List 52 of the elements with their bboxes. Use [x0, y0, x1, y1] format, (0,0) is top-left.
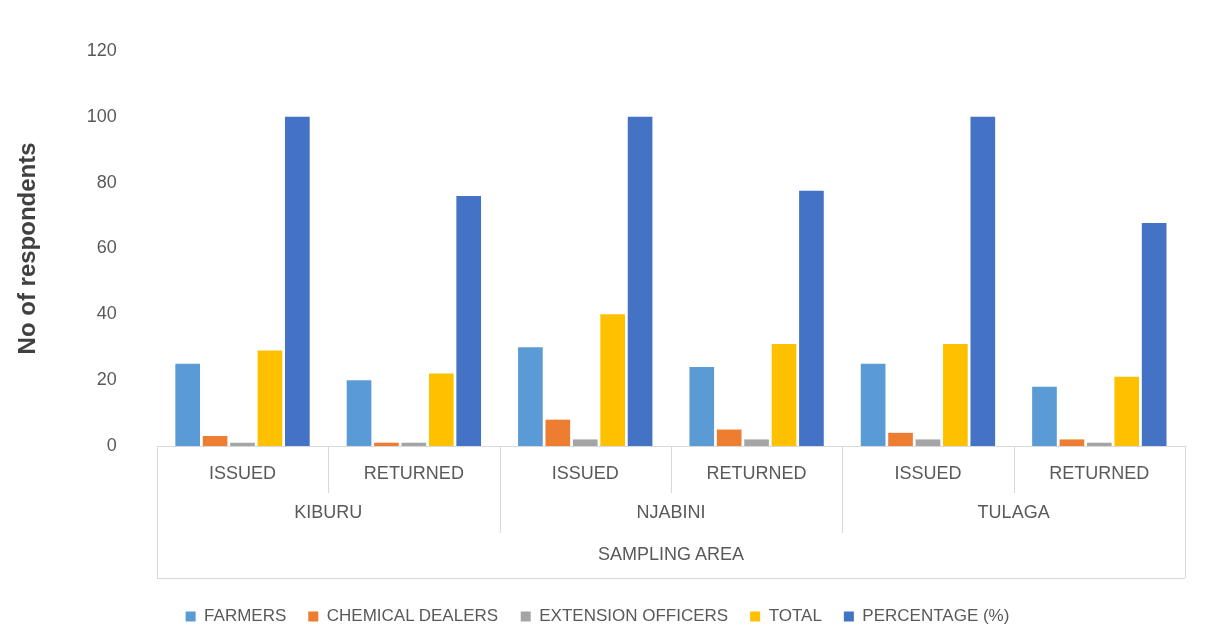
bar — [545, 419, 571, 446]
x-tick-label: RETURNED — [1049, 462, 1150, 483]
legend-label: FARMERS — [204, 606, 287, 626]
text: NJABINI — [636, 501, 706, 522]
bar — [860, 363, 886, 446]
bar — [230, 442, 255, 446]
bar — [915, 439, 941, 446]
y-tick-label: 0 — [106, 434, 117, 455]
bar — [970, 116, 996, 446]
bar — [888, 432, 913, 446]
bar — [175, 363, 201, 446]
bar — [600, 314, 625, 446]
bar — [689, 366, 715, 446]
bar — [1114, 376, 1140, 446]
bar — [346, 380, 372, 446]
bar — [1032, 386, 1057, 446]
y-tick-label: 80 — [96, 171, 117, 192]
x-axis-title: SAMPLING AREA — [597, 543, 744, 564]
bar — [202, 436, 228, 446]
bar — [374, 442, 399, 446]
legend-label: PERCENTAGE (%) — [862, 606, 1010, 626]
bar — [943, 343, 968, 446]
text: TULAGA — [977, 501, 1050, 522]
y-tick-label: 20 — [96, 369, 117, 390]
legend-label: TOTAL — [768, 606, 822, 626]
bar — [771, 343, 797, 446]
text: KIBURU — [294, 501, 363, 522]
legend-label: EXTENSION OFFICERS — [539, 606, 729, 626]
bar — [1141, 223, 1167, 446]
bar — [1086, 442, 1112, 446]
x-tick-label: ISSUED — [894, 462, 962, 483]
bar — [744, 439, 769, 446]
x-tick-label: ISSUED — [551, 462, 619, 483]
bar — [518, 347, 543, 446]
bar — [572, 439, 598, 446]
bar — [799, 190, 824, 446]
bar — [285, 116, 310, 446]
x-tick-label: RETURNED — [363, 462, 464, 483]
legend-label: CHEMICAL DEALERS — [326, 606, 499, 626]
y-tick-label: 60 — [96, 237, 117, 258]
bar — [428, 373, 454, 446]
x-tick-label: ISSUED — [209, 462, 277, 483]
bar — [456, 196, 482, 446]
y-tick-label: 40 — [96, 303, 117, 324]
y-tick-label: 100 — [86, 105, 117, 126]
y-tick-label: 120 — [86, 39, 117, 60]
bar — [257, 350, 283, 446]
x-tick-label: RETURNED — [706, 462, 807, 483]
bar — [1059, 439, 1085, 446]
bar — [716, 429, 742, 446]
y-axis-title: No of respondents — [13, 142, 41, 355]
bar — [627, 116, 653, 446]
